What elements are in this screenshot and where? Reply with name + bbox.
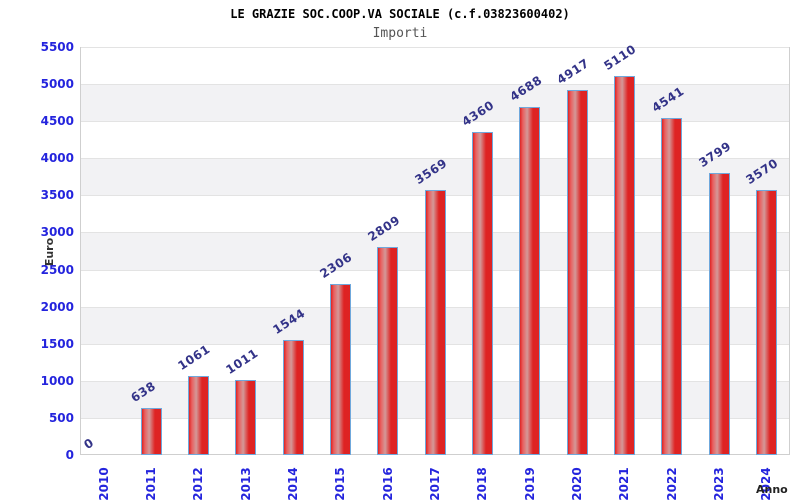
bar-2018 <box>471 131 493 455</box>
bar-2021 <box>613 75 635 455</box>
y-tick-label: 3500 <box>40 188 74 203</box>
bar-2013 <box>235 380 257 455</box>
bar-2020 <box>566 90 588 455</box>
bar-2019 <box>519 107 541 455</box>
gridline <box>81 47 789 48</box>
chart-subtitle: Importi <box>372 26 428 41</box>
x-axis-title: Anno <box>756 483 788 496</box>
gridline <box>81 158 789 160</box>
bar-2016 <box>377 246 399 455</box>
y-tick-label: 500 <box>48 410 74 425</box>
gridline <box>81 121 789 123</box>
x-tick-label: 2015 <box>333 467 348 500</box>
y-tick-label: 1000 <box>40 373 74 388</box>
x-tick-label: 2020 <box>570 467 584 500</box>
y-tick-label: 0 <box>65 448 74 462</box>
x-tick-label: 2018 <box>475 467 490 500</box>
bar-2015 <box>329 283 351 455</box>
x-tick-label: 2012 <box>191 467 206 500</box>
bar-2011 <box>140 407 162 455</box>
y-tick-label: 2000 <box>40 299 74 314</box>
y-tick-label: 3000 <box>40 225 74 240</box>
x-tick-label: 2014 <box>286 467 300 500</box>
y-tick-label: 2500 <box>40 262 74 277</box>
y-tick-label: 4000 <box>40 151 74 166</box>
bar-2023 <box>708 173 730 455</box>
x-tick-label: 2019 <box>522 467 537 500</box>
bar-2022 <box>661 118 683 455</box>
y-tick-label: 5500 <box>40 40 74 54</box>
plot-band <box>81 84 789 122</box>
bar-2014 <box>282 340 304 455</box>
x-tick-label: 2010 <box>96 467 111 500</box>
bar-2017 <box>424 190 446 455</box>
x-tick-label: 2022 <box>664 467 679 500</box>
chart-title: LE GRAZIE SOC.COOP.VA SOCIALE (c.f.03823… <box>230 7 570 21</box>
bar-2012 <box>187 376 209 455</box>
y-tick-label: 1500 <box>40 336 74 351</box>
x-tick-label: 2017 <box>428 467 442 500</box>
x-tick-label: 2013 <box>238 467 253 500</box>
y-tick-label: 4500 <box>40 114 74 129</box>
x-tick-label: 2023 <box>712 467 726 500</box>
y-tick-label: 5000 <box>40 77 74 92</box>
x-tick-label: 2011 <box>144 467 158 500</box>
gridline <box>81 84 789 86</box>
y-axis-title: Euro <box>43 237 56 267</box>
x-tick-label: 2016 <box>380 467 395 500</box>
x-tick-label: 2021 <box>617 467 632 500</box>
bar-2024 <box>755 190 777 455</box>
